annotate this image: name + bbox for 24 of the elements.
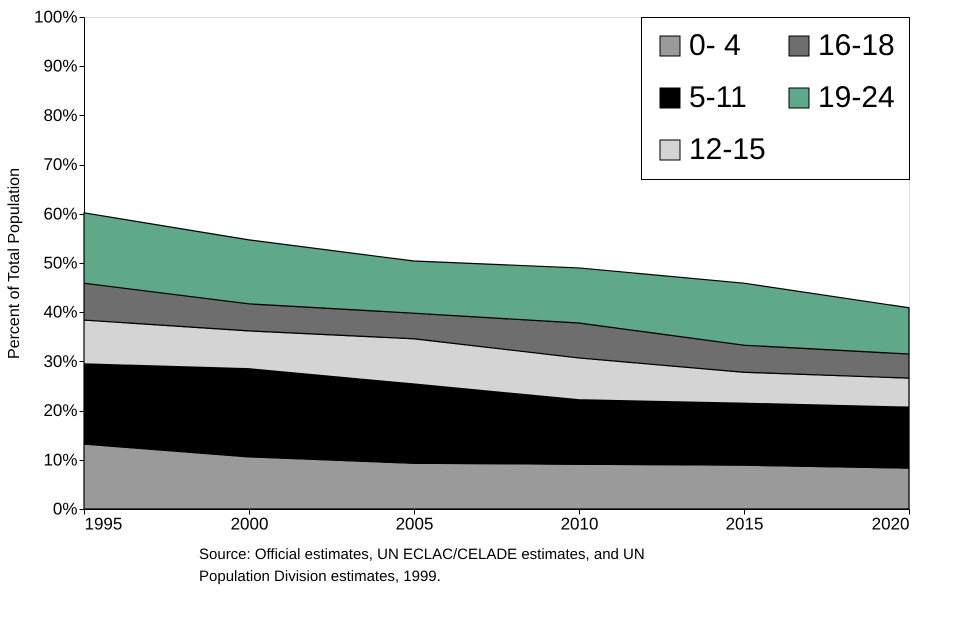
y-tick-label: 40%: [43, 302, 78, 322]
legend-label: 19-24: [818, 81, 895, 114]
y-axis-title: Percent of Total Population: [6, 168, 24, 359]
x-tick-label: 2020: [872, 514, 910, 534]
y-tick-label: 30%: [43, 352, 78, 371]
y-tick-label: 100%: [34, 8, 78, 26]
x-tick-label: 2010: [560, 514, 598, 534]
x-tick-label: 2015: [726, 514, 764, 534]
y-tick-label: 60%: [43, 204, 78, 224]
legend-label: 16-18: [818, 29, 895, 62]
y-tick-label: 0%: [52, 500, 78, 518]
y-tick-label: 70%: [43, 155, 78, 174]
x-tick-label: 1995: [84, 514, 122, 534]
legend-label: 0- 4: [689, 29, 741, 62]
x-tick-label: 2000: [230, 514, 268, 534]
legend-label: 5-11: [689, 81, 747, 114]
x-tick-label: 2005: [396, 514, 434, 534]
source-note: Source: Official estimates, UN ECLAC/CELADE estimates, and UN Population Division estimates, 1999.: [199, 546, 645, 585]
legend-label: 12-15: [689, 133, 766, 166]
y-tick-label: 80%: [43, 106, 78, 125]
y-tick-label: 90%: [43, 56, 78, 76]
y-tick-label: 20%: [43, 401, 78, 420]
y-tick-label: 10%: [43, 450, 78, 470]
y-tick-label: 50%: [43, 254, 78, 272]
